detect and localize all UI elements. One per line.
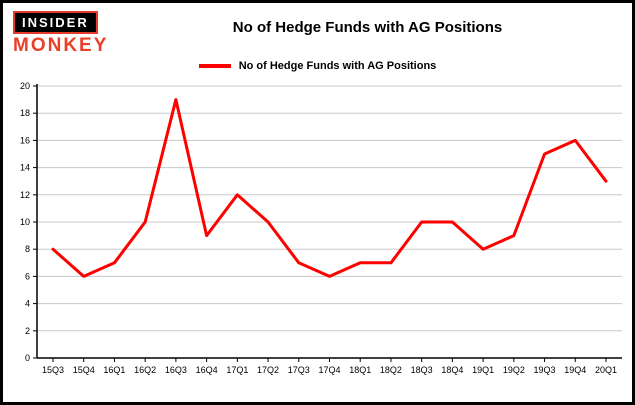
svg-text:6: 6 — [25, 271, 30, 281]
y-axis-labels: 0 2 4 6 8 10 12 14 16 18 20 — [20, 81, 30, 363]
svg-text:18Q1: 18Q1 — [349, 365, 371, 375]
legend-line-swatch — [198, 64, 231, 68]
svg-text:16: 16 — [20, 135, 30, 145]
logo-monkey-text: MONKEY — [13, 35, 109, 56]
svg-text:17Q3: 17Q3 — [288, 365, 310, 375]
series-line — [51, 98, 608, 278]
svg-text:16Q4: 16Q4 — [196, 365, 218, 375]
svg-text:19Q4: 19Q4 — [564, 365, 586, 375]
svg-text:0: 0 — [25, 353, 30, 363]
insider-monkey-logo: INSIDER MONKEY — [13, 11, 108, 57]
svg-text:20: 20 — [20, 81, 30, 91]
svg-text:8: 8 — [25, 244, 30, 254]
svg-text:19Q1: 19Q1 — [472, 365, 494, 375]
svg-text:16Q2: 16Q2 — [134, 365, 156, 375]
svg-text:4: 4 — [25, 299, 30, 309]
svg-text:14: 14 — [20, 163, 30, 173]
svg-text:17Q1: 17Q1 — [226, 365, 248, 375]
logo-insider-text: INSIDER — [13, 11, 98, 34]
svg-text:18Q4: 18Q4 — [441, 365, 463, 375]
svg-text:20Q1: 20Q1 — [595, 365, 617, 375]
legend-label: No of Hedge Funds with AG Positions — [238, 60, 437, 72]
chart-legend: No of Hedge Funds with AG Positions — [3, 60, 632, 72]
svg-text:12: 12 — [20, 190, 30, 200]
svg-text:2: 2 — [25, 326, 30, 336]
svg-text:15Q3: 15Q3 — [42, 365, 64, 375]
chart-area: 0 2 4 6 8 10 12 14 16 18 20 15Q3 15Q4 16Q1 16Q2 16Q3 16Q… — [3, 81, 632, 402]
svg-text:18Q3: 18Q3 — [411, 365, 433, 375]
x-axis-labels: 15Q3 15Q4 16Q1 16Q2 16Q3 16Q4 17Q1 17Q2 17Q3 17Q4… — [42, 365, 617, 375]
svg-text:16Q3: 16Q3 — [165, 365, 187, 375]
svg-text:10: 10 — [20, 217, 30, 227]
svg-text:18Q2: 18Q2 — [380, 365, 402, 375]
axes — [33, 84, 622, 362]
svg-text:18: 18 — [20, 108, 30, 118]
svg-text:17Q4: 17Q4 — [318, 365, 340, 375]
svg-text:19Q2: 19Q2 — [503, 365, 525, 375]
chart-title: No of Hedge Funds with AG Positions — [232, 19, 503, 36]
line-chart: 0 2 4 6 8 10 12 14 16 18 20 15Q3 15Q4 16Q1 16Q2 16Q3 16Q… — [20, 81, 622, 375]
gridlines — [37, 85, 622, 332]
svg-text:15Q4: 15Q4 — [73, 365, 95, 375]
svg-text:19Q3: 19Q3 — [534, 365, 556, 375]
svg-text:16Q1: 16Q1 — [103, 365, 125, 375]
svg-text:17Q2: 17Q2 — [257, 365, 279, 375]
